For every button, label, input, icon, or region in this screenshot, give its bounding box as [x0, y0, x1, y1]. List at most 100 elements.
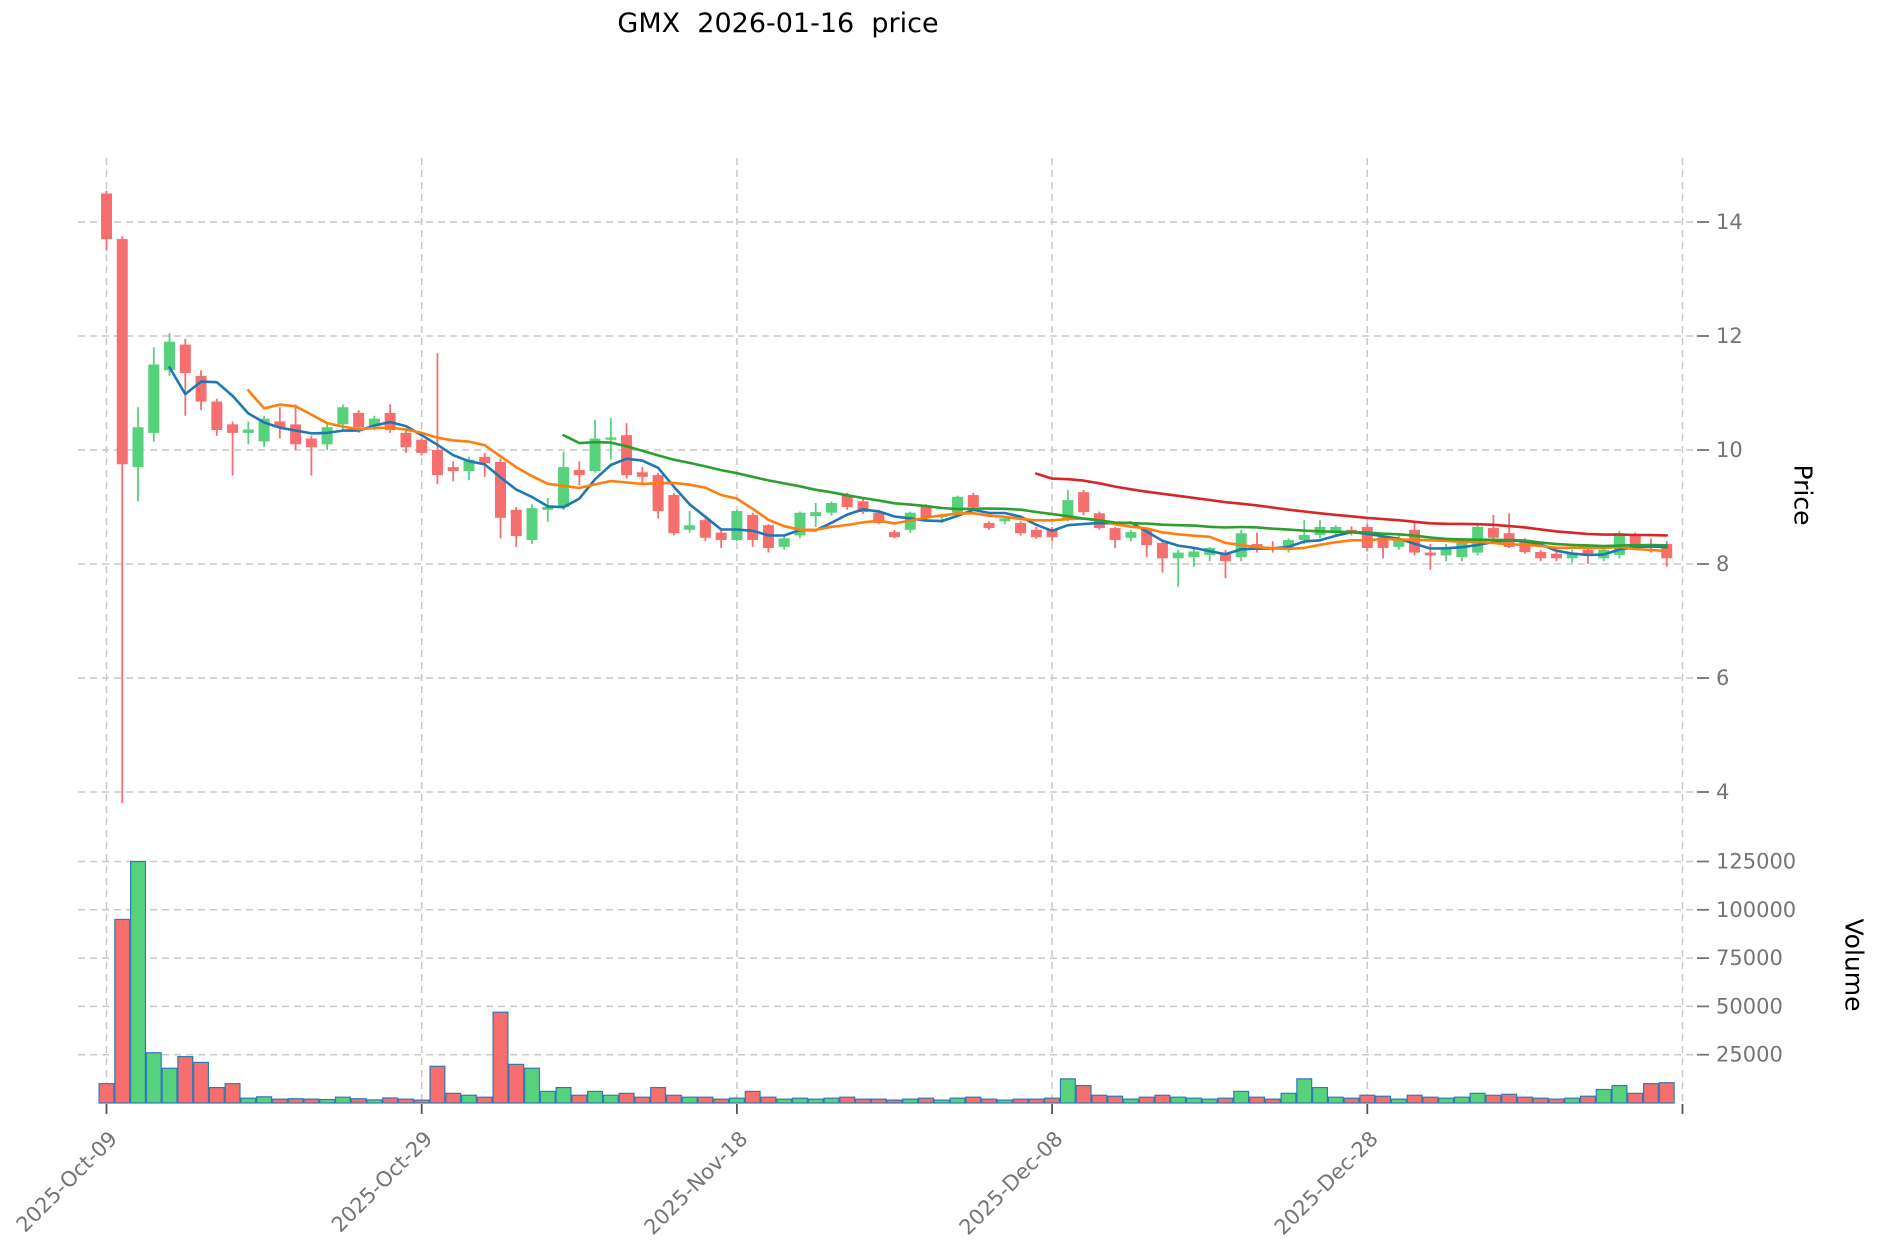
- volume-bar-up: [1280, 1092, 1297, 1104]
- candle-body-up: [132, 427, 144, 468]
- price-tick-label: 8: [1716, 552, 1729, 576]
- volume-bar-down: [665, 1094, 682, 1104]
- volume-bar-down: [1485, 1094, 1502, 1104]
- candle-body-down: [873, 512, 885, 523]
- volume-bar-down: [744, 1090, 761, 1104]
- price-tick-label: 10: [1716, 438, 1743, 462]
- volume-bar-up: [1296, 1078, 1313, 1104]
- price-axis: 4 6 8 10 12 14: [1697, 210, 1743, 804]
- candle-body-down: [1046, 529, 1058, 538]
- volume-bar-down: [271, 1098, 288, 1104]
- candle-body-down: [967, 495, 979, 507]
- date-tick-label: 2025-Dec-28: [1270, 1127, 1383, 1240]
- volume-bar-up: [1611, 1085, 1628, 1104]
- volume-bar-down: [492, 1011, 509, 1104]
- candle-body-down: [227, 424, 239, 433]
- candle-body-down: [431, 450, 443, 476]
- candle-body-up: [1172, 552, 1184, 559]
- volume-bar-down: [1406, 1094, 1423, 1104]
- volume-bar-up: [1122, 1098, 1139, 1104]
- volume-bar-up: [1390, 1098, 1407, 1104]
- volume-bar-up: [602, 1094, 619, 1104]
- candle-body-down: [416, 439, 428, 453]
- volume-bar-down: [287, 1098, 304, 1104]
- candle-body-up: [148, 364, 160, 433]
- candle-body-up: [810, 512, 822, 517]
- candle-body-down: [1219, 552, 1231, 562]
- candle-body-down: [305, 438, 317, 448]
- volume-bar-down: [1107, 1095, 1124, 1104]
- candle-body-up: [321, 427, 333, 445]
- volume-bar-down: [429, 1065, 446, 1104]
- candle-body-up: [1456, 542, 1468, 558]
- volume-bar-up: [823, 1097, 840, 1104]
- candle-body-up: [999, 518, 1011, 522]
- date-tick-label: 2025-Dec-08: [955, 1127, 1068, 1240]
- volume-bar-up: [366, 1099, 383, 1104]
- volume-bar-down: [476, 1096, 493, 1104]
- candle-body-down: [857, 501, 869, 513]
- volume-bar-up: [807, 1098, 824, 1104]
- candle-body-down: [636, 472, 648, 477]
- volume-bar-up: [256, 1096, 273, 1104]
- volume-axis-label: Volume: [1839, 918, 1869, 1012]
- volume-tick-label: 50000: [1716, 994, 1783, 1018]
- volume-bar-down: [397, 1098, 414, 1104]
- volume-bar-down: [1422, 1096, 1439, 1104]
- candle-body-down: [1487, 528, 1499, 538]
- volume-bar-up: [539, 1090, 556, 1104]
- volume-bar-down: [508, 1063, 525, 1104]
- volume-bar-up: [145, 1052, 162, 1104]
- volume-bar-down: [1028, 1098, 1045, 1104]
- candle-body-up: [526, 508, 538, 541]
- candle-body-up: [242, 429, 254, 433]
- price-axis-label: Price: [1788, 464, 1818, 526]
- volume-bar-up: [587, 1090, 604, 1104]
- candle-body-up: [1062, 500, 1074, 519]
- date-tick-label: 2025-Oct-29: [327, 1127, 437, 1237]
- volume-bar-down: [1658, 1082, 1675, 1104]
- volume-bar-down: [697, 1096, 714, 1104]
- volume-tick-label: 75000: [1716, 946, 1783, 970]
- volume-bar-down: [839, 1096, 856, 1104]
- candle-body-up: [542, 507, 554, 510]
- volume-bar-up: [1564, 1097, 1581, 1104]
- volume-bar-down: [870, 1098, 887, 1104]
- candle-body-up: [952, 496, 964, 513]
- volume-bar-down: [1012, 1098, 1029, 1104]
- candle-body-down: [1550, 553, 1562, 559]
- volume-bar-up: [949, 1097, 966, 1104]
- volume-bar-up: [524, 1067, 541, 1104]
- volume-bar-down: [208, 1086, 225, 1104]
- x-axis: 2025-Oct-09 2025-Oct-29 2025-Nov-18 2025-De…: [12, 1104, 1684, 1240]
- volume-bar-down: [1642, 1083, 1659, 1104]
- candle-body-down: [1015, 522, 1027, 534]
- candle-body-up: [778, 538, 790, 547]
- volume-bar-down: [350, 1098, 367, 1104]
- candle-body-down: [920, 507, 932, 518]
- volume-bar-up: [1233, 1090, 1250, 1104]
- candle-body-up: [1613, 533, 1625, 555]
- volume-bar-down: [193, 1061, 210, 1104]
- candle-body-down: [510, 509, 522, 537]
- volume-bar-down: [1248, 1096, 1265, 1104]
- candle-body-down: [1141, 529, 1153, 546]
- candle-body-down: [116, 239, 128, 465]
- candle-body-up: [825, 503, 837, 513]
- volume-bar-down: [413, 1099, 430, 1104]
- volume-bar-up: [1327, 1096, 1344, 1104]
- volume-tick-label: 100000: [1716, 898, 1796, 922]
- candle-body-up: [1188, 551, 1200, 558]
- volume-bar-down: [98, 1083, 115, 1104]
- volume-bar-down: [618, 1092, 635, 1104]
- candle-body-up: [164, 341, 176, 371]
- candle-body-up: [463, 459, 475, 472]
- volume-bar-down: [1138, 1096, 1155, 1104]
- candle-body-down: [211, 401, 223, 431]
- candle-body-down: [1582, 549, 1594, 554]
- volume-bar-down: [1044, 1097, 1061, 1104]
- volume-bar-up: [791, 1097, 808, 1104]
- volume-tick-label: 25000: [1716, 1043, 1783, 1067]
- candle-body-down: [290, 424, 302, 445]
- candle-body-up: [368, 418, 380, 427]
